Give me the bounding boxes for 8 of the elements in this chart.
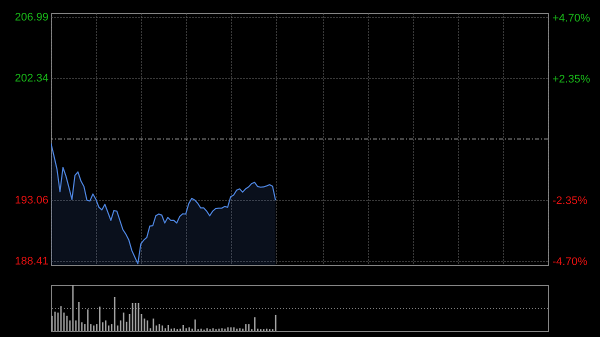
y-tick-label: 193.06 (14, 194, 48, 206)
y2-tick-label: -2.35% (552, 195, 588, 208)
y2-tick-label: +4.70% (552, 12, 590, 24)
y2-tick-label: -4.70% (552, 256, 588, 268)
y-tick-label: 206.99 (14, 12, 48, 24)
y-tick-label: 188.41 (14, 255, 48, 268)
y2-tick-label: +2.35% (552, 73, 590, 86)
y-tick-label: 202.34 (14, 72, 48, 85)
